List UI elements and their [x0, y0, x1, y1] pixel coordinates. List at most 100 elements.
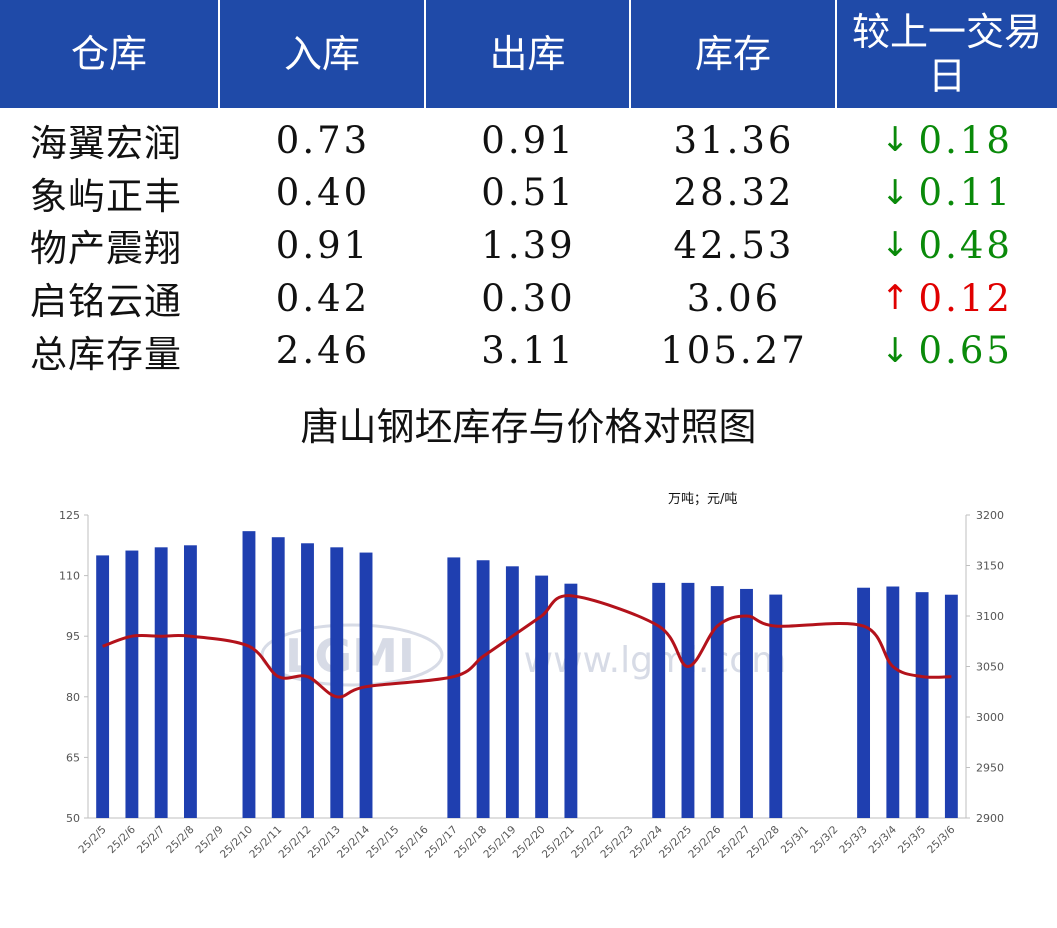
x-tick-label: 25/3/3	[837, 824, 869, 856]
price-line-path	[102, 594, 952, 699]
warehouse-name: 海翼宏润	[30, 122, 182, 166]
x-tick-label: 25/3/2	[808, 824, 840, 856]
outbound-value: 0.51	[481, 171, 576, 215]
y-left-tick-label: 125	[59, 509, 80, 522]
outbound-value: 0.91	[481, 118, 576, 162]
inbound-value: 0.42	[275, 276, 371, 320]
table-body: 海翼宏润 0.73 0.91 31.36 ↓ 0.18 象屿正丰 0.40 0.51 28.32 ↓…	[0, 108, 1057, 377]
header-change: 较上一交易日	[851, 10, 1042, 98]
inbound-value: 2.46	[275, 329, 371, 373]
inbound-value: 0.73	[275, 118, 371, 162]
y-left-tick-label: 95	[66, 630, 80, 643]
inbound-value: 0.40	[275, 171, 371, 215]
inventory-price-chart: LGMIwww.lgmi.com 50658095110125290029503…	[59, 492, 1004, 861]
inventory-bar	[183, 545, 197, 818]
x-tick-label: 25/2/6	[106, 823, 139, 856]
inventory-table: 仓库 入库 出库 库存 较上一交易日 海翼宏润 0.73 0.91 31.36 ↓ 0.1…	[0, 0, 1057, 377]
header-inbound: 入库	[220, 0, 426, 108]
y-left-tick-label: 80	[66, 691, 80, 704]
change-value: 0.48	[918, 223, 1013, 267]
inventory-bar	[886, 586, 900, 818]
header-outbound: 出库	[426, 0, 631, 108]
y-right-tick-label: 2950	[976, 762, 1004, 775]
change-value: 0.18	[918, 118, 1013, 162]
outbound-value: 3.11	[481, 329, 576, 373]
inventory-bar	[154, 547, 168, 818]
y-right-tick-label: 3200	[976, 509, 1004, 522]
inventory-bars	[96, 531, 958, 818]
inventory-bar	[944, 594, 958, 818]
header-stock: 库存	[631, 0, 837, 108]
warehouse-name: 物产震翔	[30, 227, 182, 271]
y-right-tick-label: 2900	[976, 812, 1004, 825]
arrow-down-icon: ↓	[881, 330, 913, 371]
inventory-bar	[96, 555, 110, 818]
stock-value: 3.06	[686, 276, 782, 320]
inventory-bar	[740, 588, 753, 818]
outbound-value: 1.39	[481, 223, 576, 267]
inventory-bar	[301, 543, 314, 818]
inventory-bar	[125, 550, 139, 818]
x-tick-label: 25/2/7	[135, 824, 167, 856]
x-tick-label: 25/2/5	[76, 824, 108, 856]
arrow-up-icon: ↑	[881, 278, 913, 319]
units-label: 万吨；元/吨	[668, 492, 737, 507]
change-value: 0.11	[918, 171, 1013, 215]
stock-value: 31.36	[673, 118, 795, 162]
x-tick-label: 25/3/5	[896, 824, 928, 856]
arrow-down-icon: ↓	[881, 120, 913, 161]
y-left-tick-label: 65	[66, 751, 80, 764]
x-tick-label: 25/3/1	[779, 824, 811, 856]
x-tick-label: 25/3/6	[925, 823, 958, 856]
change-cell: ↓ 0.48	[837, 224, 1057, 267]
table-row: 启铭云通 0.42 0.30 3.06 ↑ 0.12	[0, 272, 1057, 325]
warehouse-name: 象屿正丰	[30, 174, 182, 218]
inbound-value: 0.91	[275, 223, 371, 267]
header-warehouse: 仓库	[0, 0, 220, 108]
chart-title: 唐山钢坯库存与价格对照图	[300, 405, 757, 449]
inventory-bar	[652, 582, 666, 818]
y-right-tick-label: 3150	[976, 560, 1004, 573]
chart-axes	[84, 514, 970, 819]
table-header: 仓库 入库 出库 库存 较上一交易日	[0, 0, 1057, 108]
inventory-bar	[476, 560, 490, 818]
change-value: 0.65	[918, 329, 1013, 373]
inventory-bar	[505, 566, 519, 818]
table-row: 海翼宏润 0.73 0.91 31.36 ↓ 0.18	[0, 114, 1057, 167]
arrow-down-icon: ↓	[881, 172, 913, 213]
stock-value: 42.53	[673, 223, 795, 267]
inventory-bar	[564, 583, 578, 818]
x-tick-label: 25/3/4	[867, 823, 900, 856]
price-line	[102, 594, 952, 699]
warehouse-name: 总库存量	[30, 332, 182, 376]
change-cell: ↑ 0.12	[837, 277, 1057, 320]
change-cell: ↓ 0.18	[837, 119, 1057, 162]
y-right-tick-label: 3050	[976, 661, 1004, 674]
y-right-tick-label: 3100	[976, 610, 1004, 623]
inventory-bar	[447, 557, 461, 818]
table-row: 总库存量 2.46 3.11 105.27 ↓ 0.65	[0, 324, 1057, 377]
x-tick-label: 25/2/8	[164, 824, 196, 856]
table-row: 物产震翔 0.91 1.39 42.53 ↓ 0.48	[0, 219, 1057, 272]
outbound-value: 0.30	[481, 276, 576, 320]
change-cell: ↓ 0.11	[837, 171, 1057, 214]
y-right-tick-label: 3000	[976, 711, 1004, 724]
inventory-bar	[857, 587, 871, 818]
inventory-bar	[330, 547, 344, 818]
inventory-bar	[535, 575, 549, 818]
y-left-tick-label: 50	[66, 812, 80, 825]
inventory-bar	[681, 582, 695, 818]
inventory-bar	[769, 594, 783, 818]
change-cell: ↓ 0.65	[837, 329, 1057, 372]
warehouse-name: 启铭云通	[30, 280, 182, 324]
stock-value: 105.27	[660, 329, 808, 373]
watermark-logo	[260, 623, 444, 687]
inventory-bar	[915, 592, 929, 818]
change-value: 0.12	[918, 276, 1013, 320]
inventory-bar	[242, 531, 256, 818]
inventory-bar	[710, 586, 724, 818]
x-tick-label: 25/2/28	[745, 824, 782, 861]
arrow-down-icon: ↓	[881, 225, 913, 266]
stock-value: 28.32	[673, 171, 795, 215]
y-left-tick-label: 110	[59, 570, 80, 583]
